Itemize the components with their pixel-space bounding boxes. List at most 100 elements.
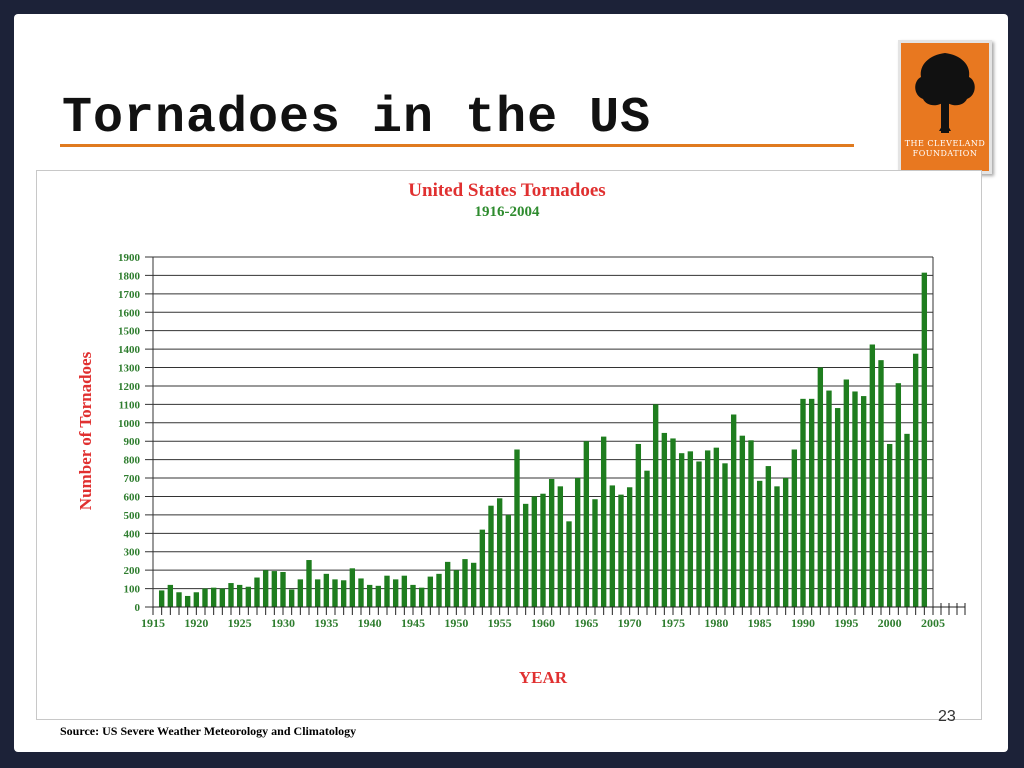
bar [670,438,676,607]
bar [505,514,512,607]
bar [366,584,373,607]
x-tick-label: 1995 [834,616,858,630]
bars [158,272,928,607]
y-tick-label: 1200 [118,381,141,393]
bar [384,575,390,607]
bar [626,487,633,607]
y-tick-label: 1700 [118,289,141,301]
y-tick-label: 100 [124,584,141,596]
bar [548,478,555,607]
y-axis-label: Number of Tornadoes [76,351,95,510]
bar [921,272,928,607]
logo-line2: FOUNDATION [912,149,978,158]
y-tick-label: 200 [124,565,141,577]
bar [453,570,460,607]
bar [288,589,295,607]
y-tick-label: 1800 [118,270,141,282]
cleveland-foundation-logo: THE CLEVELAND FOUNDATION [898,40,992,174]
bar [314,579,321,607]
chart-subtitle: 1916-2004 [475,204,540,220]
x-tick-label: 1960 [531,616,555,630]
x-tick-label: 1945 [401,616,425,630]
bar [462,559,468,607]
bar [635,443,642,607]
bar [297,579,304,607]
bar [176,592,182,607]
x-tick-label: 1915 [141,616,165,630]
x-tick-label: 1950 [444,616,468,630]
x-tick-label: 1920 [184,616,208,630]
x-tick-label: 1980 [704,616,728,630]
page-number: 23 [938,708,956,725]
bar [687,451,694,607]
tornado-bar-chart: United States Tornadoes 1916-2004 0 100 20… [76,180,966,687]
bar [323,573,330,607]
bar [418,587,425,607]
y-tick-label: 300 [124,547,141,559]
bar [678,453,685,607]
bar [470,562,477,607]
logo-text: THE CLEVELAND FOUNDATION [901,139,989,159]
bar [912,353,919,607]
x-tick-label: 2000 [878,616,902,630]
bar [834,408,841,607]
x-tick-label: 1955 [488,616,512,630]
source-note: Source: US Severe Weather Meteorology an… [60,724,357,738]
bar [756,480,763,607]
bar [730,414,737,607]
x-tick-label: 1975 [661,616,685,630]
bar [340,580,347,607]
bar [904,433,910,607]
x-tick-label: 1990 [791,616,815,630]
bar [609,485,616,607]
x-tick-label: 1925 [228,616,252,630]
bar [652,404,659,607]
x-axis-ticks: 1915 1920 1925 1930 1935 1940 1945 1950 1955 1960… [141,603,966,630]
tree-icon [915,53,975,133]
bar [245,586,252,607]
bar [349,568,356,607]
bar [228,583,234,607]
bar [262,570,269,607]
bar [167,584,174,607]
bar [661,432,668,607]
bar [496,498,503,607]
slide: Tornadoes in the US THE CLEVELAND FOUNDA… [14,14,1008,752]
bar [210,587,217,607]
bar [895,383,902,607]
title-underline [60,144,854,147]
y-tick-label: 600 [124,491,141,503]
bar [392,579,399,607]
bar [514,449,520,607]
bar [427,576,434,607]
bar [800,398,806,607]
bar [592,499,598,607]
bar [410,584,416,607]
bar [618,494,624,607]
bar [808,398,815,607]
bar [704,450,711,607]
y-tick-label: 500 [124,510,141,522]
bar [306,560,312,607]
y-tick-label: 400 [124,528,141,540]
bar [600,436,607,607]
bar [236,584,243,607]
chart-frame: United States Tornadoes 1916-2004 0 100 20… [36,170,982,720]
y-tick-label: 0 [135,602,141,614]
bar [843,379,850,607]
y-tick-label: 1600 [118,307,141,319]
bar [531,496,538,607]
bar [158,590,165,607]
bar [826,390,832,607]
bar [852,391,858,607]
bar [722,463,728,607]
bar [280,572,286,607]
bar [713,447,720,607]
bar [479,529,486,607]
y-tick-label: 700 [124,473,141,485]
bar [644,470,650,607]
bar [184,595,191,607]
bar [358,578,364,607]
x-tick-label: 1965 [574,616,598,630]
bar [765,466,772,607]
